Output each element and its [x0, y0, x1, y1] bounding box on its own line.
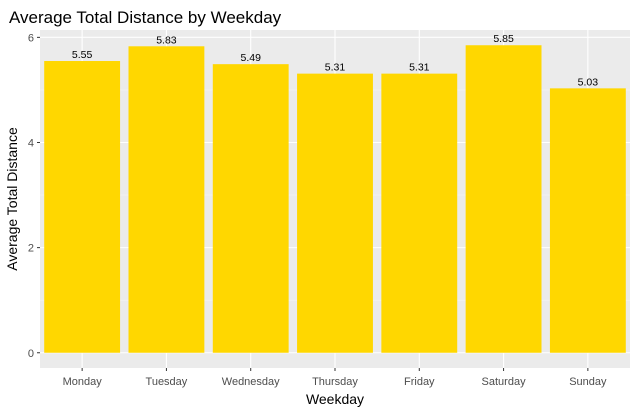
data-label-monday: 5.55 [72, 49, 93, 61]
data-label-thursday: 5.31 [325, 62, 346, 74]
y-tick-label: 2 [28, 243, 34, 255]
x-tick-label-monday: Monday [63, 376, 103, 388]
bars [44, 45, 626, 353]
bar-wednesday [212, 64, 289, 353]
bar-thursday [297, 73, 373, 353]
data-label-sunday: 5.03 [578, 76, 599, 88]
bar-monday [44, 61, 121, 353]
bar-tuesday [128, 46, 205, 353]
bar-sunday [549, 88, 626, 353]
y-tick-label: 0 [28, 348, 34, 360]
y-axis: 0 2 4 6 [28, 32, 40, 360]
bar-saturday [465, 45, 542, 353]
data-label-tuesday: 5.83 [156, 34, 177, 46]
y-tick-label: 6 [28, 32, 34, 44]
data-label-wednesday: 5.49 [240, 52, 261, 64]
x-tick-label-friday: Friday [404, 376, 435, 388]
chart-title: Average Total Distance by Weekday [9, 8, 282, 27]
x-tick-label-sunday: Sunday [569, 376, 607, 388]
x-tick-label-thursday: Thursday [312, 376, 358, 388]
x-axis-title: Weekday [306, 391, 364, 407]
x-tick-label-wednesday: Wednesday [222, 376, 280, 388]
y-tick-label: 4 [28, 137, 34, 149]
bar-friday [381, 73, 458, 353]
data-labels: 5.55 5.83 5.49 5.31 5.31 5.85 5.03 [72, 33, 598, 88]
x-axis: Monday Tuesday Wednesday Thursday Friday Satu… [63, 368, 607, 388]
data-label-friday: 5.31 [409, 62, 430, 74]
data-label-saturday: 5.85 [493, 33, 514, 45]
y-axis-title: Average Total Distance [4, 127, 20, 271]
x-tick-label-saturday: Saturday [482, 376, 527, 388]
x-tick-label-tuesday: Tuesday [146, 376, 188, 388]
